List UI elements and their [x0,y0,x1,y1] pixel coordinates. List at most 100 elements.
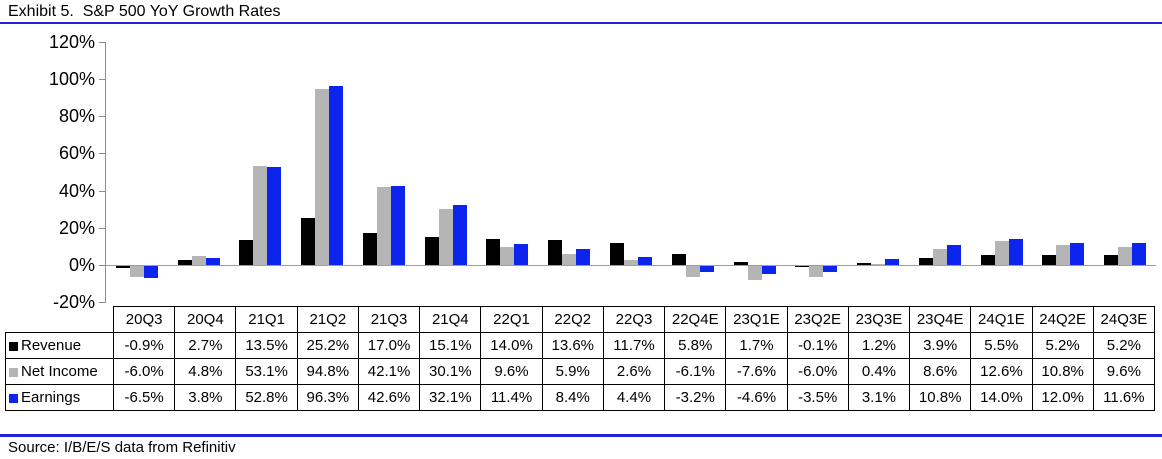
table-header-row: 20Q3 20Q4 21Q1 21Q2 21Q3 21Q4 22Q1 22Q2 22Q3 22Q4… [6,306,1156,333]
bar-earnings-22Q1 [514,243,529,265]
y-axis-tick-label: 60% [58,143,95,164]
bar-net-income-20Q4 [191,255,206,265]
table-value-cell: 11.4% [480,384,543,411]
bar-earnings-23Q4E [946,244,961,265]
bar-revenue-20Q3 [115,265,130,268]
bar-revenue-24Q1E [980,254,995,265]
table-value-cell: 1.7% [725,332,788,359]
table-value-cell: 11.6% [1092,384,1156,411]
table-value-cell: 17.0% [357,332,421,359]
table-value-cell: 3.9% [909,332,972,359]
bar-earnings-21Q3 [390,185,405,265]
table-value-cell: 53.1% [235,358,298,385]
table-value-cell: 5.9% [541,358,604,385]
series-label: Revenue [21,337,82,354]
bar-earnings-20Q3 [143,265,158,278]
table-value-cell: 9.6% [480,358,543,385]
bar-earnings-24Q3E [1132,243,1147,265]
table-value-cell: 10.8% [1031,358,1094,385]
table-row: Earnings -6.5% 3.8% 52.8% 96.3% 42.6% 32.1% 11.… [5,384,1156,411]
table-value-cell: 13.5% [235,332,298,359]
bar-net-income-20Q3 [129,265,144,277]
table-header-cell: 21Q4 [419,306,482,333]
table-value-cell: -0.1% [786,332,849,359]
bar-revenue-21Q1 [239,239,254,265]
legend-swatch-icon [9,342,18,351]
table-value-cell: 12.6% [970,358,1033,385]
series-label-cell: Net Income [5,358,114,385]
table-header-cell: 23Q3E [847,306,911,333]
table-value-cell: 2.7% [174,332,237,359]
series-label-cell: Earnings [5,384,114,411]
bar-earnings-23Q3E [885,259,900,265]
bar-revenue-23Q3E [857,262,872,265]
bar-net-income-21Q2 [315,88,330,265]
y-axis-tick-label: 80% [58,106,95,127]
table-header-cell: 22Q4E [664,306,727,333]
y-axis-tick [99,42,105,43]
y-axis-tick-label: 120% [48,32,95,52]
table-value-cell: -3.2% [664,384,727,411]
bar-net-income-23Q4E [932,248,947,265]
exhibit-title: Exhibit 5. S&P 500 YoY Growth Rates [8,3,281,20]
table-value-cell: 9.6% [1092,358,1156,385]
bar-earnings-23Q1E [761,265,776,275]
y-axis-tick-label: 100% [48,69,95,90]
table-value-cell: 1.2% [847,332,911,359]
table-value-cell: 13.6% [541,332,604,359]
table-value-cell: 15.1% [419,332,482,359]
table-value-cell: 5.2% [1031,332,1094,359]
table-value-cell: 14.0% [480,332,543,359]
bar-earnings-21Q4 [452,205,467,265]
table-value-cell: 4.4% [602,384,666,411]
bar-earnings-20Q4 [205,257,220,265]
table-value-cell: -6.1% [664,358,727,385]
source-text: Source: I/B/E/S data from Refinitiv [8,439,236,456]
table-header-cell: 23Q4E [909,306,972,333]
table-value-cell: 5.2% [1092,332,1156,359]
bar-earnings-21Q1 [267,166,282,265]
y-axis-line [105,42,106,303]
y-axis-tick [99,116,105,118]
table-corner-cell [6,307,114,333]
bar-revenue-24Q3E [1104,255,1119,265]
legend-swatch-icon [9,368,18,377]
table-header-cell: 24Q1E [970,306,1033,333]
bar-earnings-22Q2 [576,249,591,265]
bar-earnings-23Q2E [823,265,838,273]
table-value-cell: -6.0% [786,358,849,385]
source-divider [0,434,1162,437]
bar-net-income-22Q1 [500,247,515,265]
bar-net-income-22Q3 [624,260,638,265]
table-header-cell: 20Q3 [112,306,176,333]
y-axis-tick-label: 0% [68,254,95,275]
bar-earnings-24Q1E [1008,238,1023,265]
table-value-cell: 5.8% [664,332,727,359]
bar-net-income-21Q4 [438,208,453,265]
table-value-cell: 52.8% [235,384,298,411]
table-value-cell: 96.3% [296,384,359,411]
y-axis-tick [99,264,105,266]
table-row: Revenue -0.9% 2.7% 13.5% 25.2% 17.0% 15.1% 14.0… [5,332,1156,359]
table-value-cell: 4.8% [174,358,237,385]
series-label: Net Income [21,363,98,380]
table-value-cell: 8.6% [909,358,972,385]
data-table-wrap: 20Q3 20Q4 21Q1 21Q2 21Q3 21Q4 22Q1 22Q2 22Q3 22Q4… [5,306,1156,411]
bar-revenue-22Q2 [548,239,563,265]
bar-revenue-22Q3 [610,243,624,265]
table-value-cell: -7.6% [725,358,788,385]
bar-earnings-22Q3 [638,256,652,265]
table-header-cell: 22Q3 [602,306,666,333]
bar-revenue-23Q4E [918,257,933,265]
y-axis-tick [99,227,105,229]
bar-net-income-23Q2E [809,265,824,277]
y-axis-tick-label: -20% [52,292,95,312]
bar-revenue-21Q3 [362,233,377,265]
table-header-cell: 22Q2 [541,306,604,333]
table-value-cell: 25.2% [296,332,359,359]
table-header-cell: 21Q1 [235,306,298,333]
bar-revenue-22Q1 [486,238,501,265]
table-value-cell: 42.6% [357,384,421,411]
table-value-cell: -4.6% [725,384,788,411]
